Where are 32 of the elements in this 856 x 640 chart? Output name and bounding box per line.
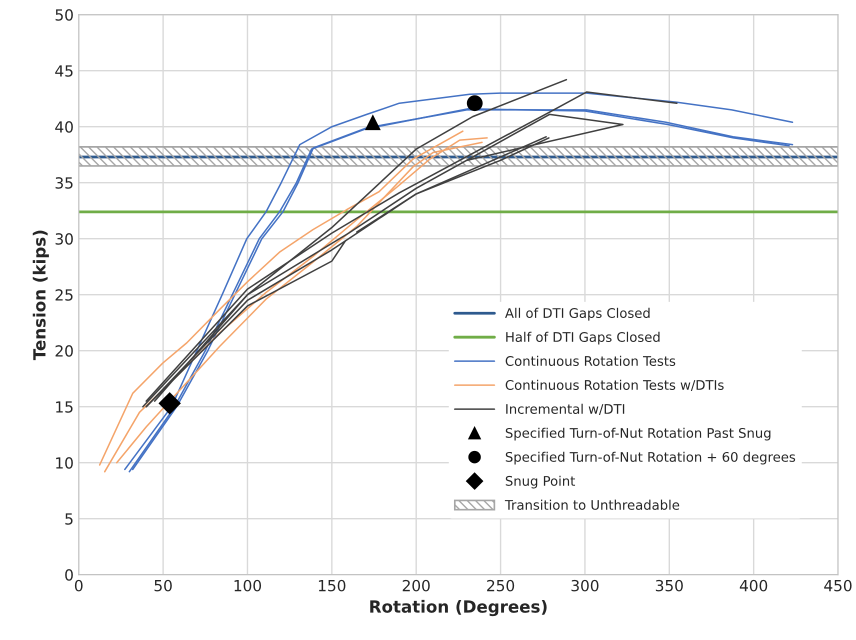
y-tick-label: 45 — [55, 65, 73, 77]
legend-label: All of DTI Gaps Closed — [505, 308, 650, 321]
x-axis-title: Rotation (Degrees) — [370, 600, 547, 616]
x-tick-label: 150 — [318, 580, 346, 592]
x-tick-label: 300 — [572, 580, 598, 592]
x-tick-label: 450 — [824, 580, 852, 592]
y-tick-label: 35 — [56, 177, 73, 189]
y-tick-label: 15 — [56, 401, 73, 413]
x-tick-label: 0 — [74, 580, 83, 592]
y-tick-label: 50 — [56, 9, 73, 21]
y-tick-label: 0 — [65, 569, 73, 581]
legend-label: Transition to Unthreadable — [504, 500, 680, 510]
y-tick-label: 30 — [56, 233, 73, 245]
legend-label: Incremental w/DTI — [506, 404, 624, 415]
x-tick-label: 200 — [402, 580, 430, 592]
y-tick-label: 10 — [56, 457, 73, 469]
legend-label: Continuous Rotation Tests — [506, 356, 676, 366]
legend-label: Snug Point — [506, 476, 576, 488]
y-tick-label: 25 — [56, 289, 73, 301]
x-tick-label: 50 — [154, 580, 172, 592]
legend-label: Specified Turn-of-Nut Rotation + 60 degrees — [506, 452, 796, 464]
legend-label: Continuous Rotation Tests w/DTIs — [506, 380, 724, 391]
x-tick-label: 250 — [487, 580, 514, 592]
legend-label: Specified Turn-of-Nut Rotation Past Snug — [506, 428, 770, 440]
x-tick-label: 350 — [656, 580, 683, 592]
y-tick-label: 20 — [56, 345, 73, 357]
y-tick-label: 5 — [65, 513, 73, 525]
legend-label: Half of DTI Gaps Closed — [506, 332, 660, 345]
y-axis-title: Tension (kips) — [32, 230, 49, 360]
x-tick-label: 100 — [234, 580, 262, 592]
x-tick-label: 400 — [740, 580, 768, 592]
y-tick-label: 40 — [55, 121, 73, 133]
